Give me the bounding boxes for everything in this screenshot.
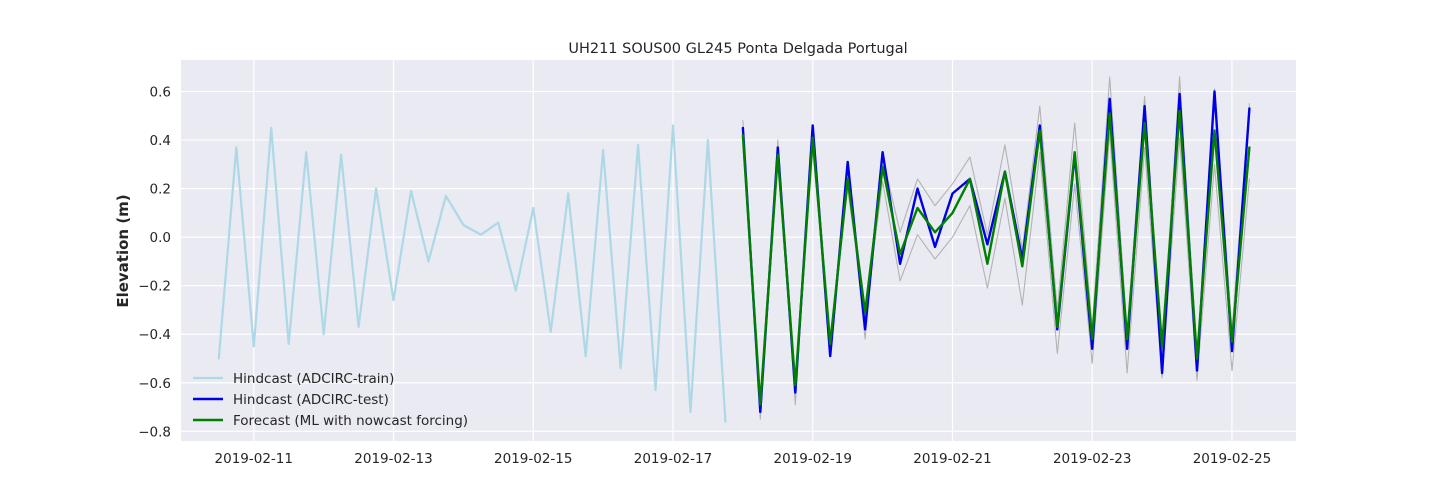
legend-label: Hindcast (ADCIRC-test) (233, 392, 389, 408)
legend: Hindcast (ADCIRC-train) Hindcast (ADCIRC-… (193, 371, 468, 429)
y-tick-label: 0.0 (150, 230, 171, 246)
x-tick-label: 2019-02-13 (354, 451, 432, 467)
x-tick-label: 2019-02-19 (774, 451, 852, 467)
legend-label: Forecast (ML with nowcast forcing) (233, 413, 468, 429)
x-gridlines (253, 60, 1233, 441)
y-tick-label: 0.2 (150, 182, 171, 198)
series-forecast (741, 109, 1251, 406)
x-tick-label: 2019-02-15 (494, 451, 572, 467)
y-tick-labels: 0.6 0.4 0.2 0.0 −0.2 −0.4 −0.6 −0.8 (138, 85, 171, 441)
x-tick-label: 2019-02-23 (1053, 451, 1131, 467)
y-tick-label: 0.6 (150, 85, 171, 101)
x-tick-labels: 2019-02-11 2019-02-13 2019-02-15 2019-02-17… (215, 451, 1272, 467)
y-tick-label: −0.8 (138, 424, 171, 440)
series-layer (217, 76, 1251, 423)
y-tick-label: −0.2 (138, 279, 171, 295)
x-tick-label: 2019-02-17 (634, 451, 712, 467)
chart-title: UH211 SOUS00 GL245 Ponta Delgada Portuga… (568, 41, 907, 57)
x-tick-label: 2019-02-11 (215, 451, 293, 467)
y-tick-label: −0.6 (138, 376, 171, 392)
y-tick-label: −0.4 (138, 327, 171, 343)
y-axis-label: Elevation (m) (114, 194, 132, 307)
y-tick-label: 0.4 (150, 133, 171, 149)
legend-label: Hindcast (ADCIRC-train) (233, 371, 394, 387)
x-tick-label: 2019-02-21 (913, 451, 991, 467)
series-hindcast-train (217, 124, 727, 423)
x-tick-label: 2019-02-25 (1193, 451, 1271, 467)
